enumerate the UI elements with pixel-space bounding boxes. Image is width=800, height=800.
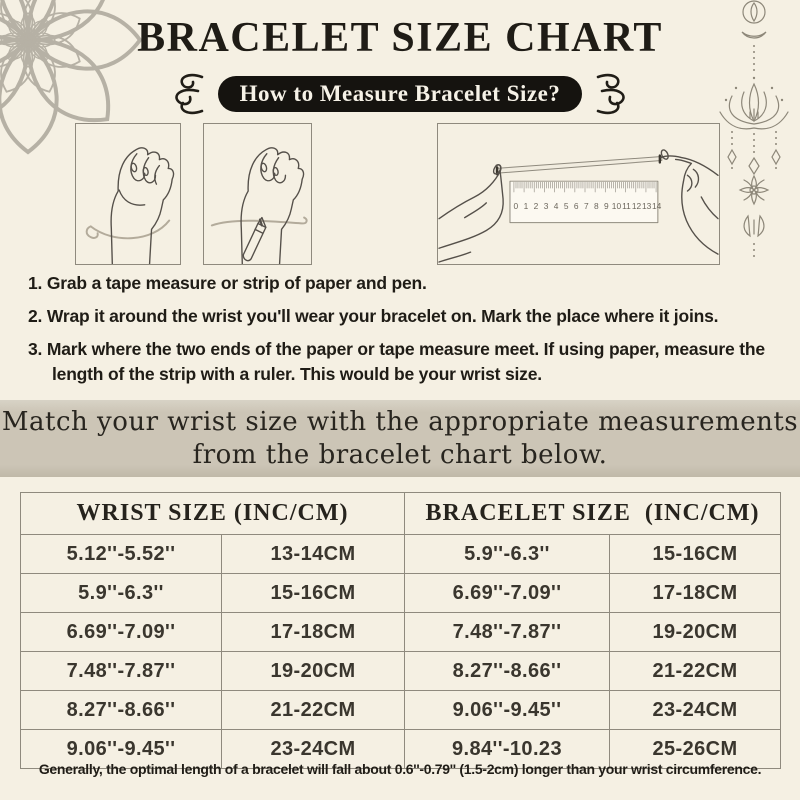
ruler-number: 6 xyxy=(574,201,579,211)
table-cell: 9.06''-9.45'' xyxy=(20,729,222,769)
footer-note: Generally, the optimal length of a brace… xyxy=(38,761,762,777)
hand-tape-illustration xyxy=(85,147,175,264)
ruler-number: 9 xyxy=(604,201,609,211)
table-cell: 8.27''-8.66'' xyxy=(404,651,610,691)
ruler-number: 8 xyxy=(594,201,599,211)
ruler-numbers: 0 1 2 3 4 5 6 7 8 9 10 11 12 13 14 xyxy=(514,201,662,211)
ruler-number: 5 xyxy=(564,201,569,211)
table-cell: 21-22CM xyxy=(608,651,782,691)
ruler-number: 1 xyxy=(524,201,529,211)
table-row: 5.9''-6.3'' 15-16CM 6.69''-7.09'' 17-18CM xyxy=(20,573,782,613)
table-cell: 15-16CM xyxy=(221,573,405,613)
table-row: 9.06''-9.45'' 23-24CM 9.84''-10.23 25-26CM xyxy=(20,729,782,769)
badge-row: How to Measure Bracelet Size? xyxy=(0,72,800,116)
table-cell: 7.48''-7.87'' xyxy=(404,612,610,652)
table-cell: 19-20CM xyxy=(608,612,782,652)
table-row: 6.69''-7.09'' 17-18CM 7.48''-7.87'' 19-20CM xyxy=(20,612,782,652)
ruler-number: 12 xyxy=(632,201,642,211)
bracelet-size-header: BRACELET SIZE (INC/CM) xyxy=(403,492,782,535)
table-cell: 17-18CM xyxy=(608,573,782,613)
table-cell: 21-22CM xyxy=(221,690,405,730)
illustration-step2-box xyxy=(203,123,312,265)
match-size-banner: Match your wrist size with the appropria… xyxy=(0,400,800,477)
ruler-number: 0 xyxy=(514,201,519,211)
ruler-ticks xyxy=(513,181,657,193)
wrist-size-header: WRIST SIZE (INC/CM) xyxy=(20,492,405,535)
table-row: 7.48''-7.87'' 19-20CM 8.27''-8.66'' 21-22CM xyxy=(20,651,782,691)
banner-line-2: from the bracelet chart below. xyxy=(192,440,608,470)
size-table: WRIST SIZE (INC/CM) BRACELET SIZE (INC/C… xyxy=(20,492,782,769)
table-cell: 19-20CM xyxy=(221,651,405,691)
table-cell: 9.06''-9.45'' xyxy=(404,690,610,730)
ruler-number: 14 xyxy=(652,201,662,211)
ruler-number: 13 xyxy=(642,201,652,211)
size-table-body: 5.12''-5.52'' 13-14CM 5.9''-6.3'' 15-16CM 5.… xyxy=(20,534,782,769)
ruler-number: 11 xyxy=(622,201,631,211)
squiggle-left-icon xyxy=(174,73,203,115)
squiggle-right-icon xyxy=(597,73,626,115)
table-cell: 9.84''-10.23 xyxy=(404,729,610,769)
ruler-measure-illustration: 0 1 2 3 4 5 6 7 8 9 10 11 12 13 14 xyxy=(438,149,719,263)
instruction-step-2: 2. Wrap it around the wrist you'll wear … xyxy=(28,306,719,326)
table-cell: 15-16CM xyxy=(608,534,782,574)
table-cell: 7.48''-7.87'' xyxy=(20,651,222,691)
table-cell: 5.12''-5.52'' xyxy=(20,534,222,574)
ruler-number: 7 xyxy=(584,201,589,211)
table-cell: 25-26CM xyxy=(608,729,782,769)
table-cell: 5.9''-6.3'' xyxy=(404,534,610,574)
illustration-step3-box: 0 1 2 3 4 5 6 7 8 9 10 11 12 13 14 xyxy=(437,123,720,265)
table-cell: 23-24CM xyxy=(221,729,405,769)
banner-line-1: Match your wrist size with the appropria… xyxy=(1,407,799,437)
illustration-step1-box xyxy=(75,123,181,265)
ruler-number: 3 xyxy=(544,201,549,211)
table-row: 5.12''-5.52'' 13-14CM 5.9''-6.3'' 15-16CM xyxy=(20,534,782,574)
hand-pen-illustration xyxy=(210,147,308,264)
table-cell: 23-24CM xyxy=(608,690,782,730)
ruler-number: 4 xyxy=(554,201,559,211)
page-title: BRACELET SIZE CHART xyxy=(137,15,663,61)
table-header-row: WRIST SIZE (INC/CM) BRACELET SIZE (INC/C… xyxy=(20,492,782,535)
table-cell: 8.27''-8.66'' xyxy=(20,690,222,730)
instruction-step-3: 3. Mark where the two ends of the paper … xyxy=(28,339,765,384)
table-cell: 6.69''-7.09'' xyxy=(20,612,222,652)
ruler-number: 2 xyxy=(534,201,539,211)
table-cell: 6.69''-7.09'' xyxy=(404,573,610,613)
table-cell: 13-14CM xyxy=(221,534,405,574)
table-row: 8.27''-8.66'' 21-22CM 9.06''-9.45'' 23-24CM xyxy=(20,690,782,730)
instruction-step-1: 1. Grab a tape measure or strip of paper… xyxy=(28,273,427,293)
table-cell: 17-18CM xyxy=(221,612,405,652)
ruler-number: 10 xyxy=(612,201,622,211)
how-to-measure-badge: How to Measure Bracelet Size? xyxy=(217,76,583,112)
table-cell: 5.9''-6.3'' xyxy=(20,573,222,613)
instructions-list: 1. Grab a tape measure or strip of paper… xyxy=(28,271,782,395)
